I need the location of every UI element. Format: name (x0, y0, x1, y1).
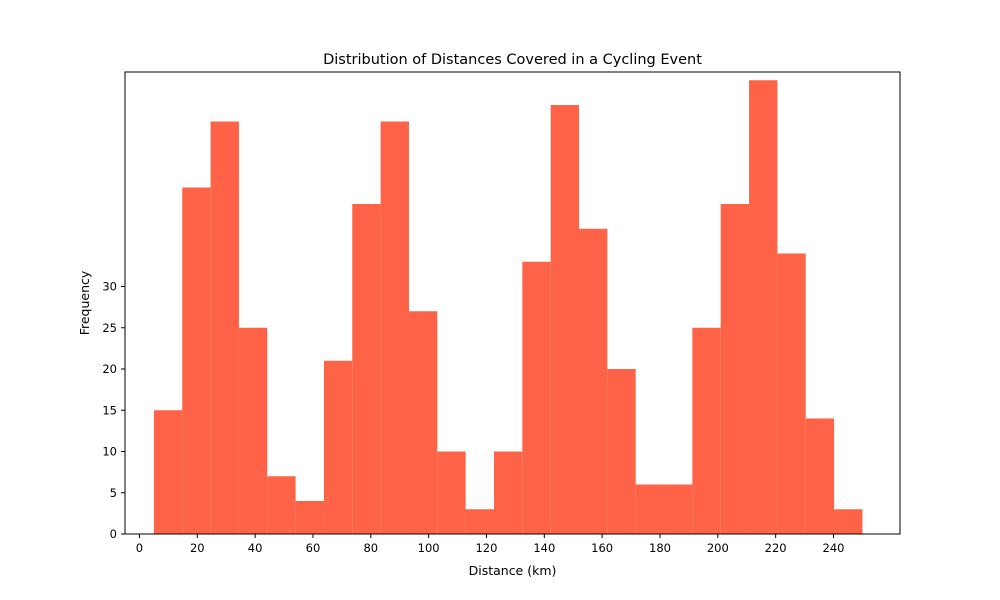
y-axis-label: Frequency (77, 270, 92, 335)
histogram-bar-18 (664, 484, 693, 534)
x-tick-label: 200 (707, 541, 729, 555)
histogram-bar-15 (579, 228, 608, 534)
histogram-bar-11 (465, 509, 494, 534)
y-tick-label: 5 (110, 486, 117, 500)
x-tick-label: 140 (533, 541, 555, 555)
histogram-bar-2 (210, 121, 239, 534)
x-tick-label: 0 (136, 541, 143, 555)
histogram-bar-22 (777, 253, 806, 534)
histogram-bar-24 (834, 509, 863, 534)
y-axis: 0 5 10 15 20 25 30 (102, 280, 125, 541)
histogram-bar-4 (267, 476, 296, 534)
histogram-bar-17 (635, 484, 665, 534)
y-tick-label: 15 (102, 403, 117, 417)
histogram-bar-16 (607, 369, 636, 534)
histogram-bar-9 (408, 311, 438, 534)
bars-group (153, 80, 863, 534)
histogram-bar-1 (182, 187, 211, 534)
histogram-bar-19 (692, 327, 721, 534)
histogram-bar-12 (493, 451, 523, 534)
x-tick-label: 60 (306, 541, 321, 555)
y-tick-label: 20 (102, 362, 117, 376)
histogram-bar-5 (295, 501, 324, 534)
histogram-bar-13 (522, 261, 551, 534)
histogram-bar-8 (380, 121, 409, 534)
histogram-bar-3 (238, 327, 268, 534)
x-tick-label: 20 (190, 541, 205, 555)
histogram-bar-7 (352, 204, 381, 534)
chart-title: Distribution of Distances Covered in a C… (323, 52, 702, 68)
histogram-bar-6 (323, 360, 353, 534)
histogram-bar-23 (805, 418, 835, 534)
y-tick-label: 0 (110, 527, 117, 541)
x-tick-label: 80 (363, 541, 378, 555)
histogram-bar-10 (437, 451, 466, 534)
x-tick-label: 180 (649, 541, 671, 555)
x-tick-label: 160 (591, 541, 613, 555)
x-tick-label: 120 (475, 541, 497, 555)
x-tick-label: 240 (823, 541, 845, 555)
x-tick-label: 40 (248, 541, 263, 555)
x-tick-label: 100 (418, 541, 440, 555)
x-axis-label: Distance (km) (469, 563, 557, 578)
y-tick-label: 10 (102, 445, 117, 459)
histogram-bar-0 (153, 410, 183, 534)
y-tick-label: 25 (102, 321, 117, 335)
x-tick-label: 220 (765, 541, 787, 555)
histogram-bar-21 (749, 80, 778, 534)
histogram-bar-20 (720, 204, 750, 534)
x-axis: 0 20 40 60 80 100 120 140 160 180 200 220 240 (136, 534, 845, 555)
histogram-bar-14 (550, 105, 580, 534)
y-tick-label: 30 (102, 280, 117, 294)
plot-frame (124, 71, 901, 535)
